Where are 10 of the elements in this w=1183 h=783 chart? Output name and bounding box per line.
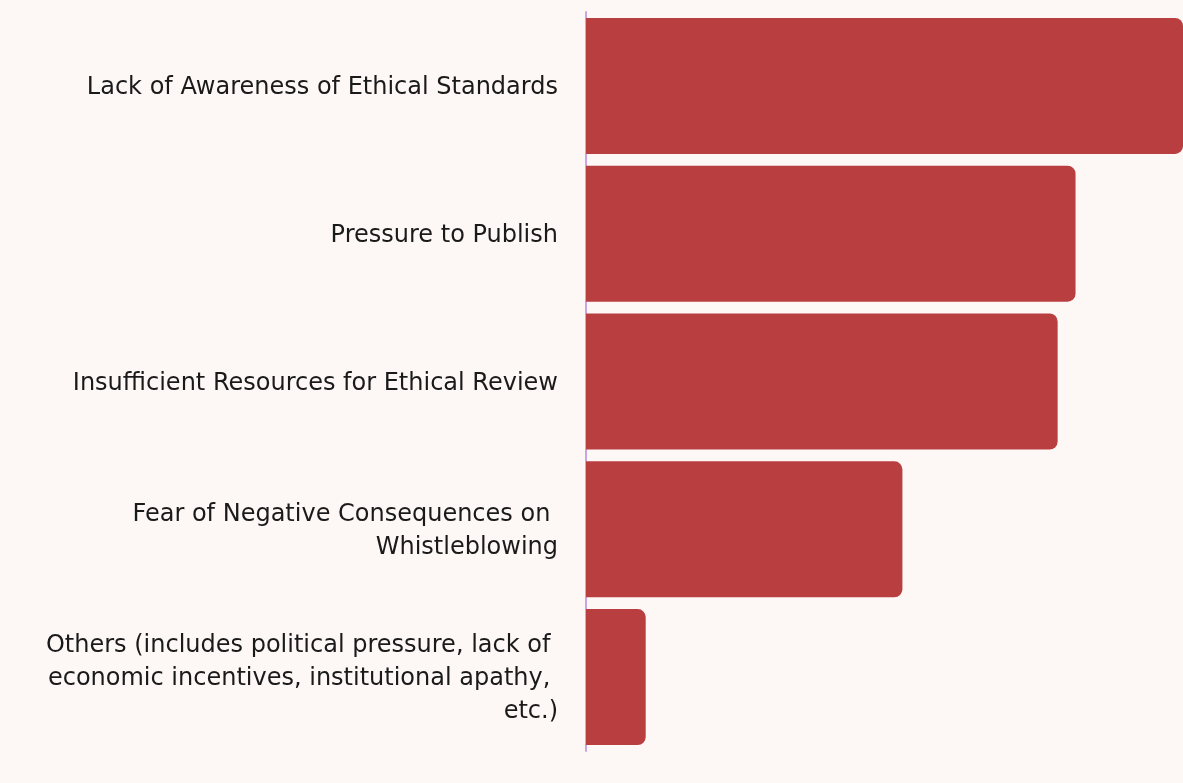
bar bbox=[586, 609, 646, 746]
bar bbox=[586, 313, 1058, 450]
bar bbox=[586, 17, 1183, 154]
y-tick-label: Fear of Negative Consequences on Whistleblowing bbox=[132, 498, 558, 560]
y-tick-label: Insufficient Resources for Ethical Review bbox=[72, 367, 558, 396]
bar bbox=[586, 461, 903, 598]
y-tick-label: Others (includes political pressure, lack of economic incentives, institutional apathy, etc.) bbox=[45, 630, 558, 725]
y-tick-label: Lack of Awareness of Ethical Standards bbox=[86, 71, 558, 100]
bar bbox=[586, 165, 1076, 302]
y-tick-label: Pressure to Publish bbox=[330, 219, 558, 248]
